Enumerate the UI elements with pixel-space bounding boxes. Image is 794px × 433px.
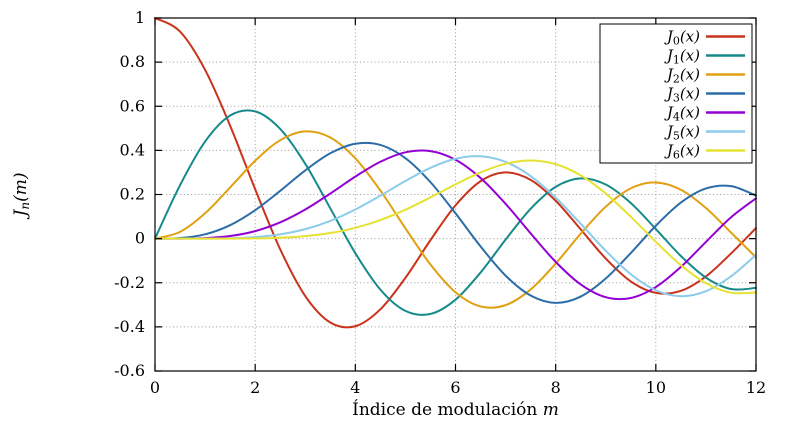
- x-axis-label: Índice de modulación m: [352, 399, 559, 420]
- series-line-J6: [154, 159, 757, 295]
- series-line-J4: [154, 149, 757, 301]
- legend-label: J0(x): [664, 28, 700, 48]
- legend: J0(x)J1(x)J2(x)J3(x)J4(x)J5(x)J6(x): [599, 23, 753, 164]
- series-line-J5: [154, 155, 757, 298]
- legend-label: J4(x): [664, 104, 700, 124]
- legend-entry-J0: J0(x): [664, 28, 745, 48]
- series-curves: [154, 17, 757, 329]
- tick-labels: 0 2 4 6 8 10 12 -0.6 -0.4 -0.2 0 0.2 0.4 0.6 0.8 1: [114, 8, 766, 397]
- legend-label: J1(x): [664, 47, 700, 67]
- legend-label: J3(x): [664, 85, 700, 105]
- y-tick-label: -0.6: [114, 361, 145, 380]
- y-tick-label: 0.8: [120, 52, 145, 71]
- y-tick-label: 0.4: [120, 140, 145, 159]
- x-tick-label: 0: [150, 378, 160, 397]
- y-tick-label: 0.6: [120, 96, 145, 115]
- y-axis-label: Jn(m): [11, 173, 32, 220]
- y-tick-label: 1: [135, 8, 145, 27]
- series-line-J3: [154, 141, 757, 304]
- legend-entry-J6: J6(x): [664, 142, 745, 162]
- x-tick-label: 2: [250, 378, 260, 397]
- legend-entry-J5: J5(x): [664, 123, 745, 143]
- x-tick-label: 12: [746, 378, 766, 397]
- legend-entry-J3: J3(x): [664, 85, 745, 105]
- x-tick-label: 4: [350, 378, 360, 397]
- y-tick-label: 0: [135, 229, 145, 248]
- legend-label: J5(x): [664, 123, 700, 143]
- legend-label: J2(x): [664, 66, 700, 86]
- x-tick-label: 10: [646, 378, 666, 397]
- legend-entry-J1: J1(x): [664, 47, 745, 67]
- series-line-J1: [154, 109, 757, 316]
- legend-entry-J4: J4(x): [664, 104, 745, 124]
- series-line-J2: [154, 130, 757, 309]
- y-tick-label: 0.2: [120, 185, 145, 204]
- x-tick-label: 8: [551, 378, 561, 397]
- series-line-J0: [154, 17, 757, 329]
- legend-entry-J2: J2(x): [664, 66, 745, 86]
- legend-label: J6(x): [664, 142, 700, 162]
- y-tick-label: -0.4: [114, 317, 145, 336]
- y-tick-label: -0.2: [114, 273, 145, 292]
- x-tick-label: 6: [450, 378, 460, 397]
